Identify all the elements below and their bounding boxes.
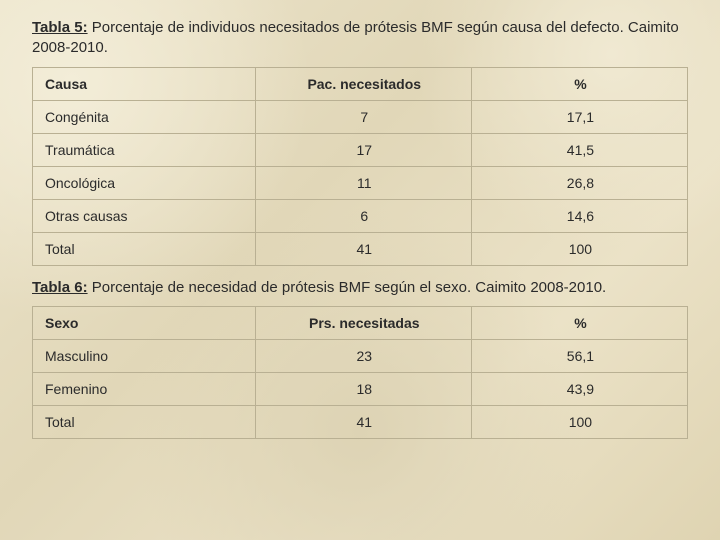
table6-r1-count: 18 (255, 372, 471, 405)
table5-r3-label: Otras causas (33, 199, 256, 232)
table-row: Femenino 18 43,9 (33, 372, 688, 405)
table6-col-count: Prs. necesitadas (255, 306, 471, 339)
table5-total-pct: 100 (471, 232, 687, 265)
table6-col-percent: % (471, 306, 687, 339)
table-row: Traumática 17 41,5 (33, 133, 688, 166)
table5-col-percent: % (471, 67, 687, 100)
table5-r2-count: 11 (255, 166, 471, 199)
table5-caption-lead: Tabla 5: (32, 19, 88, 36)
table6-total-pct: 100 (471, 405, 687, 438)
table6-caption: Tabla 6: Porcentaje de necesidad de prót… (32, 278, 688, 298)
table5-total-row: Total 41 100 (33, 232, 688, 265)
table5-r1-pct: 41,5 (471, 133, 687, 166)
table6-r0-count: 23 (255, 339, 471, 372)
table5-col-count: Pac. necesitados (255, 67, 471, 100)
table5-header-row: Causa Pac. necesitados % (33, 67, 688, 100)
table5-total-label: Total (33, 232, 256, 265)
table-row: Masculino 23 56,1 (33, 339, 688, 372)
table5-r0-count: 7 (255, 100, 471, 133)
table6: Sexo Prs. necesitadas % Masculino 23 56,… (32, 306, 688, 439)
table5-r3-pct: 14,6 (471, 199, 687, 232)
document-page: Tabla 5: Porcentaje de individuos necesi… (0, 0, 720, 540)
table5-r1-count: 17 (255, 133, 471, 166)
table6-r0-label: Masculino (33, 339, 256, 372)
table5-r0-label: Congénita (33, 100, 256, 133)
table5-r1-label: Traumática (33, 133, 256, 166)
table5-r3-count: 6 (255, 199, 471, 232)
table6-total-count: 41 (255, 405, 471, 438)
table6-r0-pct: 56,1 (471, 339, 687, 372)
table6-col-sexo: Sexo (33, 306, 256, 339)
table-row: Oncológica 11 26,8 (33, 166, 688, 199)
table6-caption-rest: Porcentaje de necesidad de prótesis BMF … (88, 279, 607, 296)
table-row: Congénita 7 17,1 (33, 100, 688, 133)
table5-r2-pct: 26,8 (471, 166, 687, 199)
table5-r2-label: Oncológica (33, 166, 256, 199)
table5-caption: Tabla 5: Porcentaje de individuos necesi… (32, 18, 688, 59)
table6-r1-pct: 43,9 (471, 372, 687, 405)
table6-total-label: Total (33, 405, 256, 438)
table5-r0-pct: 17,1 (471, 100, 687, 133)
table6-caption-lead: Tabla 6: (32, 279, 88, 296)
table5-col-causa: Causa (33, 67, 256, 100)
table5-total-count: 41 (255, 232, 471, 265)
table6-header-row: Sexo Prs. necesitadas % (33, 306, 688, 339)
table5: Causa Pac. necesitados % Congénita 7 17,… (32, 67, 688, 266)
table-row: Otras causas 6 14,6 (33, 199, 688, 232)
table6-total-row: Total 41 100 (33, 405, 688, 438)
table5-caption-rest: Porcentaje de individuos necesitados de … (32, 19, 679, 56)
table6-r1-label: Femenino (33, 372, 256, 405)
